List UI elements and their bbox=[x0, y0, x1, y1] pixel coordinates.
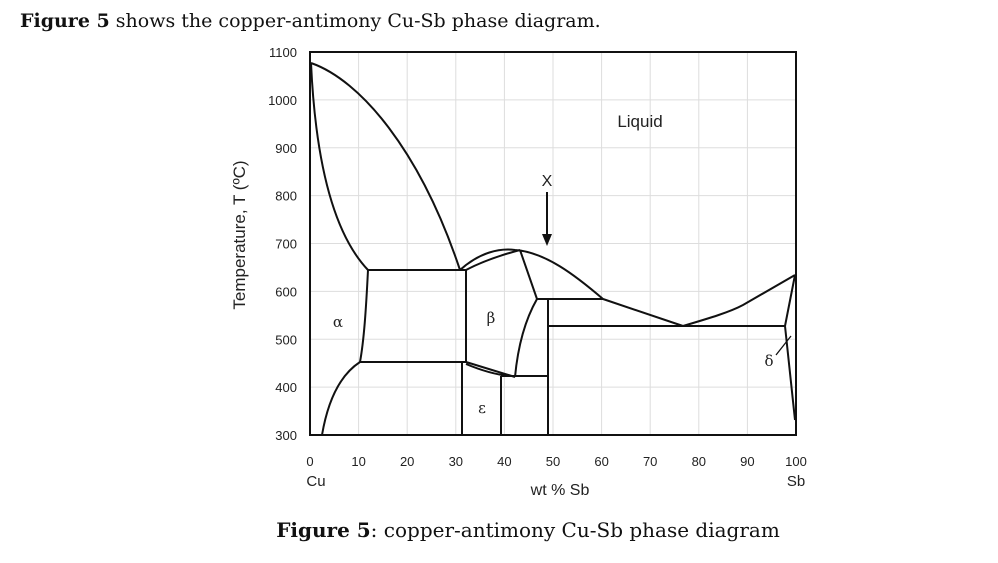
x-axis-label: wt % Sb bbox=[530, 482, 590, 499]
marker-x-label: X bbox=[542, 173, 553, 190]
plot-frame bbox=[309, 51, 797, 436]
x-tick-label: 80 bbox=[692, 454, 706, 469]
region-alpha: α bbox=[333, 313, 343, 331]
region-liquid: Liquid bbox=[617, 112, 662, 131]
heading-bold: Figure 5 bbox=[20, 10, 110, 32]
x-tick-label: 10 bbox=[351, 454, 365, 469]
beta-right-lower bbox=[514, 298, 538, 378]
x-tick-label: 30 bbox=[449, 454, 463, 469]
x-tick-label: 0 bbox=[306, 454, 313, 469]
liquidus-to-eutectic bbox=[602, 298, 684, 327]
x-tick-label: 20 bbox=[400, 454, 414, 469]
alpha-solvus-upper bbox=[359, 269, 369, 363]
region-beta: β bbox=[487, 309, 496, 327]
y-tick-label: 500 bbox=[275, 332, 297, 347]
y-tick-label: 300 bbox=[275, 428, 297, 443]
grid bbox=[310, 52, 796, 435]
cu-label: Cu bbox=[306, 473, 325, 490]
y-tick-label: 900 bbox=[275, 141, 297, 156]
phase-boundaries bbox=[310, 62, 796, 436]
beta-solidus bbox=[465, 249, 521, 271]
alpha-solidus bbox=[310, 62, 369, 271]
figure-caption: Figure 5: copper-antimony Cu-Sb phase di… bbox=[0, 518, 998, 542]
x-tick-label: 100 bbox=[785, 454, 807, 469]
y-axis-label: Temperature, T (ºC) bbox=[230, 160, 249, 309]
y-tick-label: 400 bbox=[275, 380, 297, 395]
arrow-head-icon bbox=[542, 234, 552, 246]
x-tick-label: 90 bbox=[740, 454, 754, 469]
x-tick-label: 50 bbox=[546, 454, 560, 469]
x-tick-label: 70 bbox=[643, 454, 657, 469]
sb-label: Sb bbox=[787, 473, 805, 490]
delta-solvus bbox=[784, 274, 796, 421]
alpha-liquidus bbox=[310, 62, 461, 271]
y-tick-label: 700 bbox=[275, 237, 297, 252]
x-tick-label: 60 bbox=[594, 454, 608, 469]
sb-liquidus bbox=[682, 274, 796, 327]
y-tick-label: 1000 bbox=[268, 93, 297, 108]
delta-leader bbox=[775, 335, 792, 356]
x-tick-label: 40 bbox=[497, 454, 511, 469]
y-tick-label: 800 bbox=[275, 189, 297, 204]
caption-text: : copper-antimony Cu-Sb phase diagram bbox=[370, 518, 780, 542]
x-tick-labels: 0 10 20 30 40 50 60 70 80 90 100 bbox=[306, 454, 806, 469]
y-tick-labels: 1100 1000 900 800 700 600 500 400 300 bbox=[268, 45, 297, 443]
heading: Figure 5 shows the copper-antimony Cu-Sb… bbox=[20, 10, 601, 32]
y-tick-label: 1100 bbox=[269, 45, 297, 60]
caption-bold: Figure 5 bbox=[276, 518, 371, 542]
region-delta: δ bbox=[764, 352, 773, 370]
heading-text: shows the copper-antimony Cu-Sb phase di… bbox=[109, 10, 601, 32]
y-tick-label: 600 bbox=[275, 284, 297, 299]
alpha-solvus-lower bbox=[321, 361, 361, 436]
region-epsilon: ε bbox=[478, 399, 486, 417]
beta-right-upper bbox=[519, 249, 538, 300]
beta-epsilon-boundary bbox=[465, 361, 516, 378]
